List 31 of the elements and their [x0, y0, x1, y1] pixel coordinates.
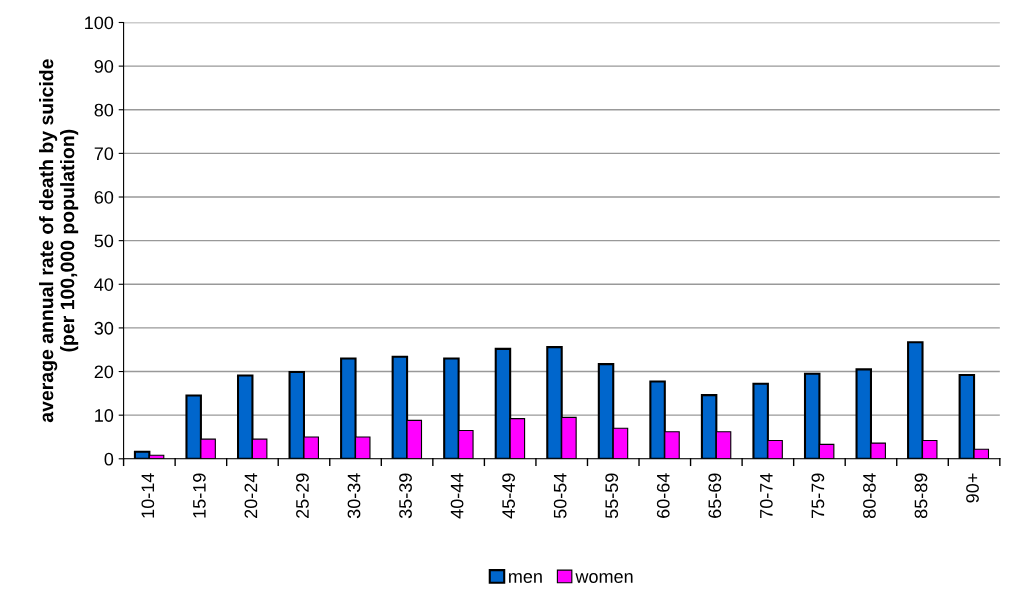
x-tick-label: 20-24: [244, 473, 258, 518]
x-tick-label: 30-34: [347, 473, 361, 519]
x-tick-label: 10-14: [141, 473, 155, 518]
x-tick-label: 50-54: [553, 473, 567, 519]
x-tick-label: 25-29: [296, 473, 309, 518]
x-tick-label: 55-59: [605, 473, 619, 519]
x-tick-label: 60-64: [656, 473, 670, 518]
y-tick-label: 40: [94, 278, 114, 291]
y-axis-title: average annual rate of death by suicide (per 100,000 population): [39, 59, 79, 423]
x-tick-label: 70-74: [759, 473, 773, 518]
legend-label: women: [575, 573, 633, 583]
x-tick-label: 85-89: [914, 473, 928, 519]
y-tick-label: 90: [94, 60, 114, 73]
x-tick-label: 35-39: [399, 473, 412, 519]
y-tick-label: 100: [85, 16, 114, 30]
x-tick-label: 75-79: [811, 473, 825, 518]
y-tick-label: 20: [94, 365, 114, 379]
y-tick-label: 70: [94, 147, 114, 161]
y-tick-label: 30: [94, 321, 114, 335]
y-tick-label: 80: [94, 103, 114, 117]
x-tick-label: 65-69: [708, 473, 722, 518]
legend-label: men: [509, 573, 542, 583]
y-tick-label: 60: [94, 190, 114, 204]
x-tick-label: 90+: [966, 473, 979, 503]
x-tick-label: 40-44: [450, 473, 464, 519]
x-tick-label: 45-49: [502, 473, 516, 519]
y-tick-label: 10: [95, 409, 114, 422]
y-tick-label: 0: [104, 452, 114, 466]
x-tick-label: 15-19: [192, 473, 206, 518]
y-tick-label: 50: [94, 234, 114, 248]
x-tick-label: 80-84: [863, 473, 876, 519]
